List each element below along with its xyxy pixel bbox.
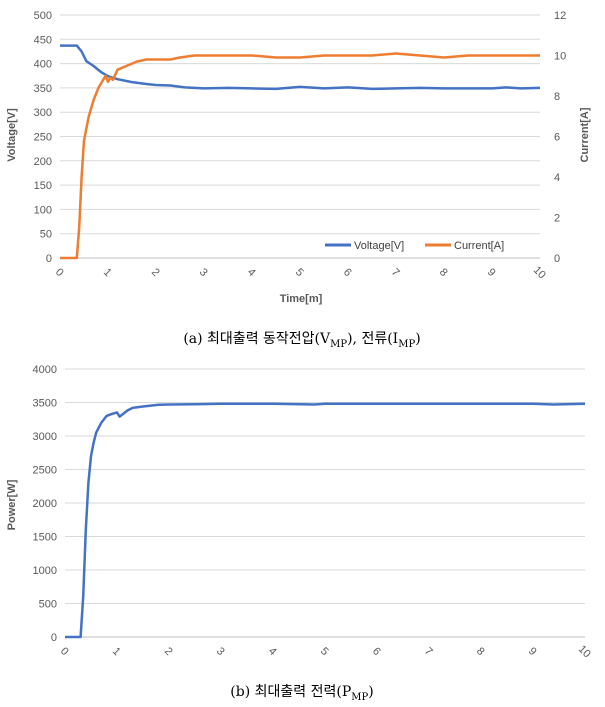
- legend-label-current: Current[A]: [454, 240, 504, 252]
- x-tick-label: 5: [293, 266, 306, 279]
- y2-tick-label: 10: [554, 51, 566, 63]
- y2-tick-label: 12: [554, 10, 566, 22]
- x-axis-label-time: Time[m]: [280, 293, 323, 305]
- legend: Voltage[V] Current[A]: [325, 240, 504, 252]
- x-tick-label: 6: [370, 645, 383, 658]
- y-tick-label: 2500: [33, 465, 57, 477]
- x-tick-label: 7: [389, 266, 402, 279]
- series-line-current: [60, 52, 540, 260]
- x-tick-label: 9: [485, 266, 498, 279]
- x-tick-label: 0: [58, 645, 71, 658]
- x-tick-label: 8: [437, 266, 450, 279]
- y-tick-label: 0: [51, 632, 57, 644]
- y-tick-label: 400: [34, 59, 52, 71]
- caption-b: (b) 최대출력 전력(PMP): [230, 684, 373, 703]
- y-tick-label: 300: [34, 107, 52, 119]
- y2-tick-label: 0: [554, 253, 560, 265]
- x-tick-label: 10: [531, 264, 548, 281]
- y2-tick-label: 4: [554, 172, 560, 184]
- x-tick-label: 6: [341, 266, 354, 279]
- y-axis-label-power: Power[W]: [6, 479, 18, 530]
- y-tick-label: 50: [40, 229, 52, 241]
- y-tick-label: 150: [34, 180, 52, 192]
- x-tick-label: 0: [53, 266, 66, 279]
- x-tick-label: 5: [318, 645, 331, 658]
- y2-tick-label: 2: [554, 213, 560, 225]
- x-tick-label: 9: [526, 645, 539, 658]
- y-tick-label: 200: [34, 156, 52, 168]
- y2-tick-label: 8: [554, 91, 560, 103]
- y-tick-label: 0: [46, 253, 52, 265]
- series-line-voltage: [60, 44, 541, 91]
- legend-label-voltage: Voltage[V]: [354, 240, 404, 252]
- y-axis-label-voltage: Voltage[V]: [6, 108, 18, 162]
- x-tick-label: 7: [422, 645, 435, 658]
- y-tick-label: 500: [34, 10, 52, 22]
- chart-b: 0 500 1000 1500 2000 2500 3000 3500 4000 0 1 2 3 4 5 6…: [6, 364, 593, 703]
- x-tick-label: 1: [110, 645, 123, 658]
- y2-tick-label: 6: [554, 132, 560, 144]
- y-tick-label: 100: [34, 204, 52, 216]
- x-tick-label: 3: [197, 266, 210, 279]
- x-tick-label: 1: [101, 266, 114, 279]
- y-tick-label: 4000: [33, 364, 57, 376]
- y-tick-label: 1500: [33, 532, 57, 544]
- x-tick-label: 8: [474, 645, 487, 658]
- y-tick-label: 350: [34, 83, 52, 95]
- y-tick-label: 3000: [33, 431, 57, 443]
- x-tick-label: 10: [576, 643, 593, 660]
- y-tick-label: 250: [34, 132, 52, 144]
- y-tick-label: 450: [34, 34, 52, 46]
- series-line-power: [65, 402, 586, 639]
- x-tick-label: 2: [149, 266, 162, 279]
- x-tick-label: 2: [162, 645, 175, 658]
- x-tick-label: 4: [245, 266, 258, 279]
- y2-axis-label-current: Current[A]: [579, 107, 591, 162]
- y-tick-label: 500: [39, 599, 57, 611]
- x-tick-label: 3: [214, 645, 227, 658]
- y-tick-label: 3500: [33, 398, 57, 410]
- x-tick-label: 4: [266, 645, 279, 658]
- y-tick-label: 1000: [33, 565, 57, 577]
- caption-a: (a) 최대출력 동작전압(VMP), 전류(IMP): [183, 331, 420, 350]
- y-tick-label: 2000: [33, 498, 57, 510]
